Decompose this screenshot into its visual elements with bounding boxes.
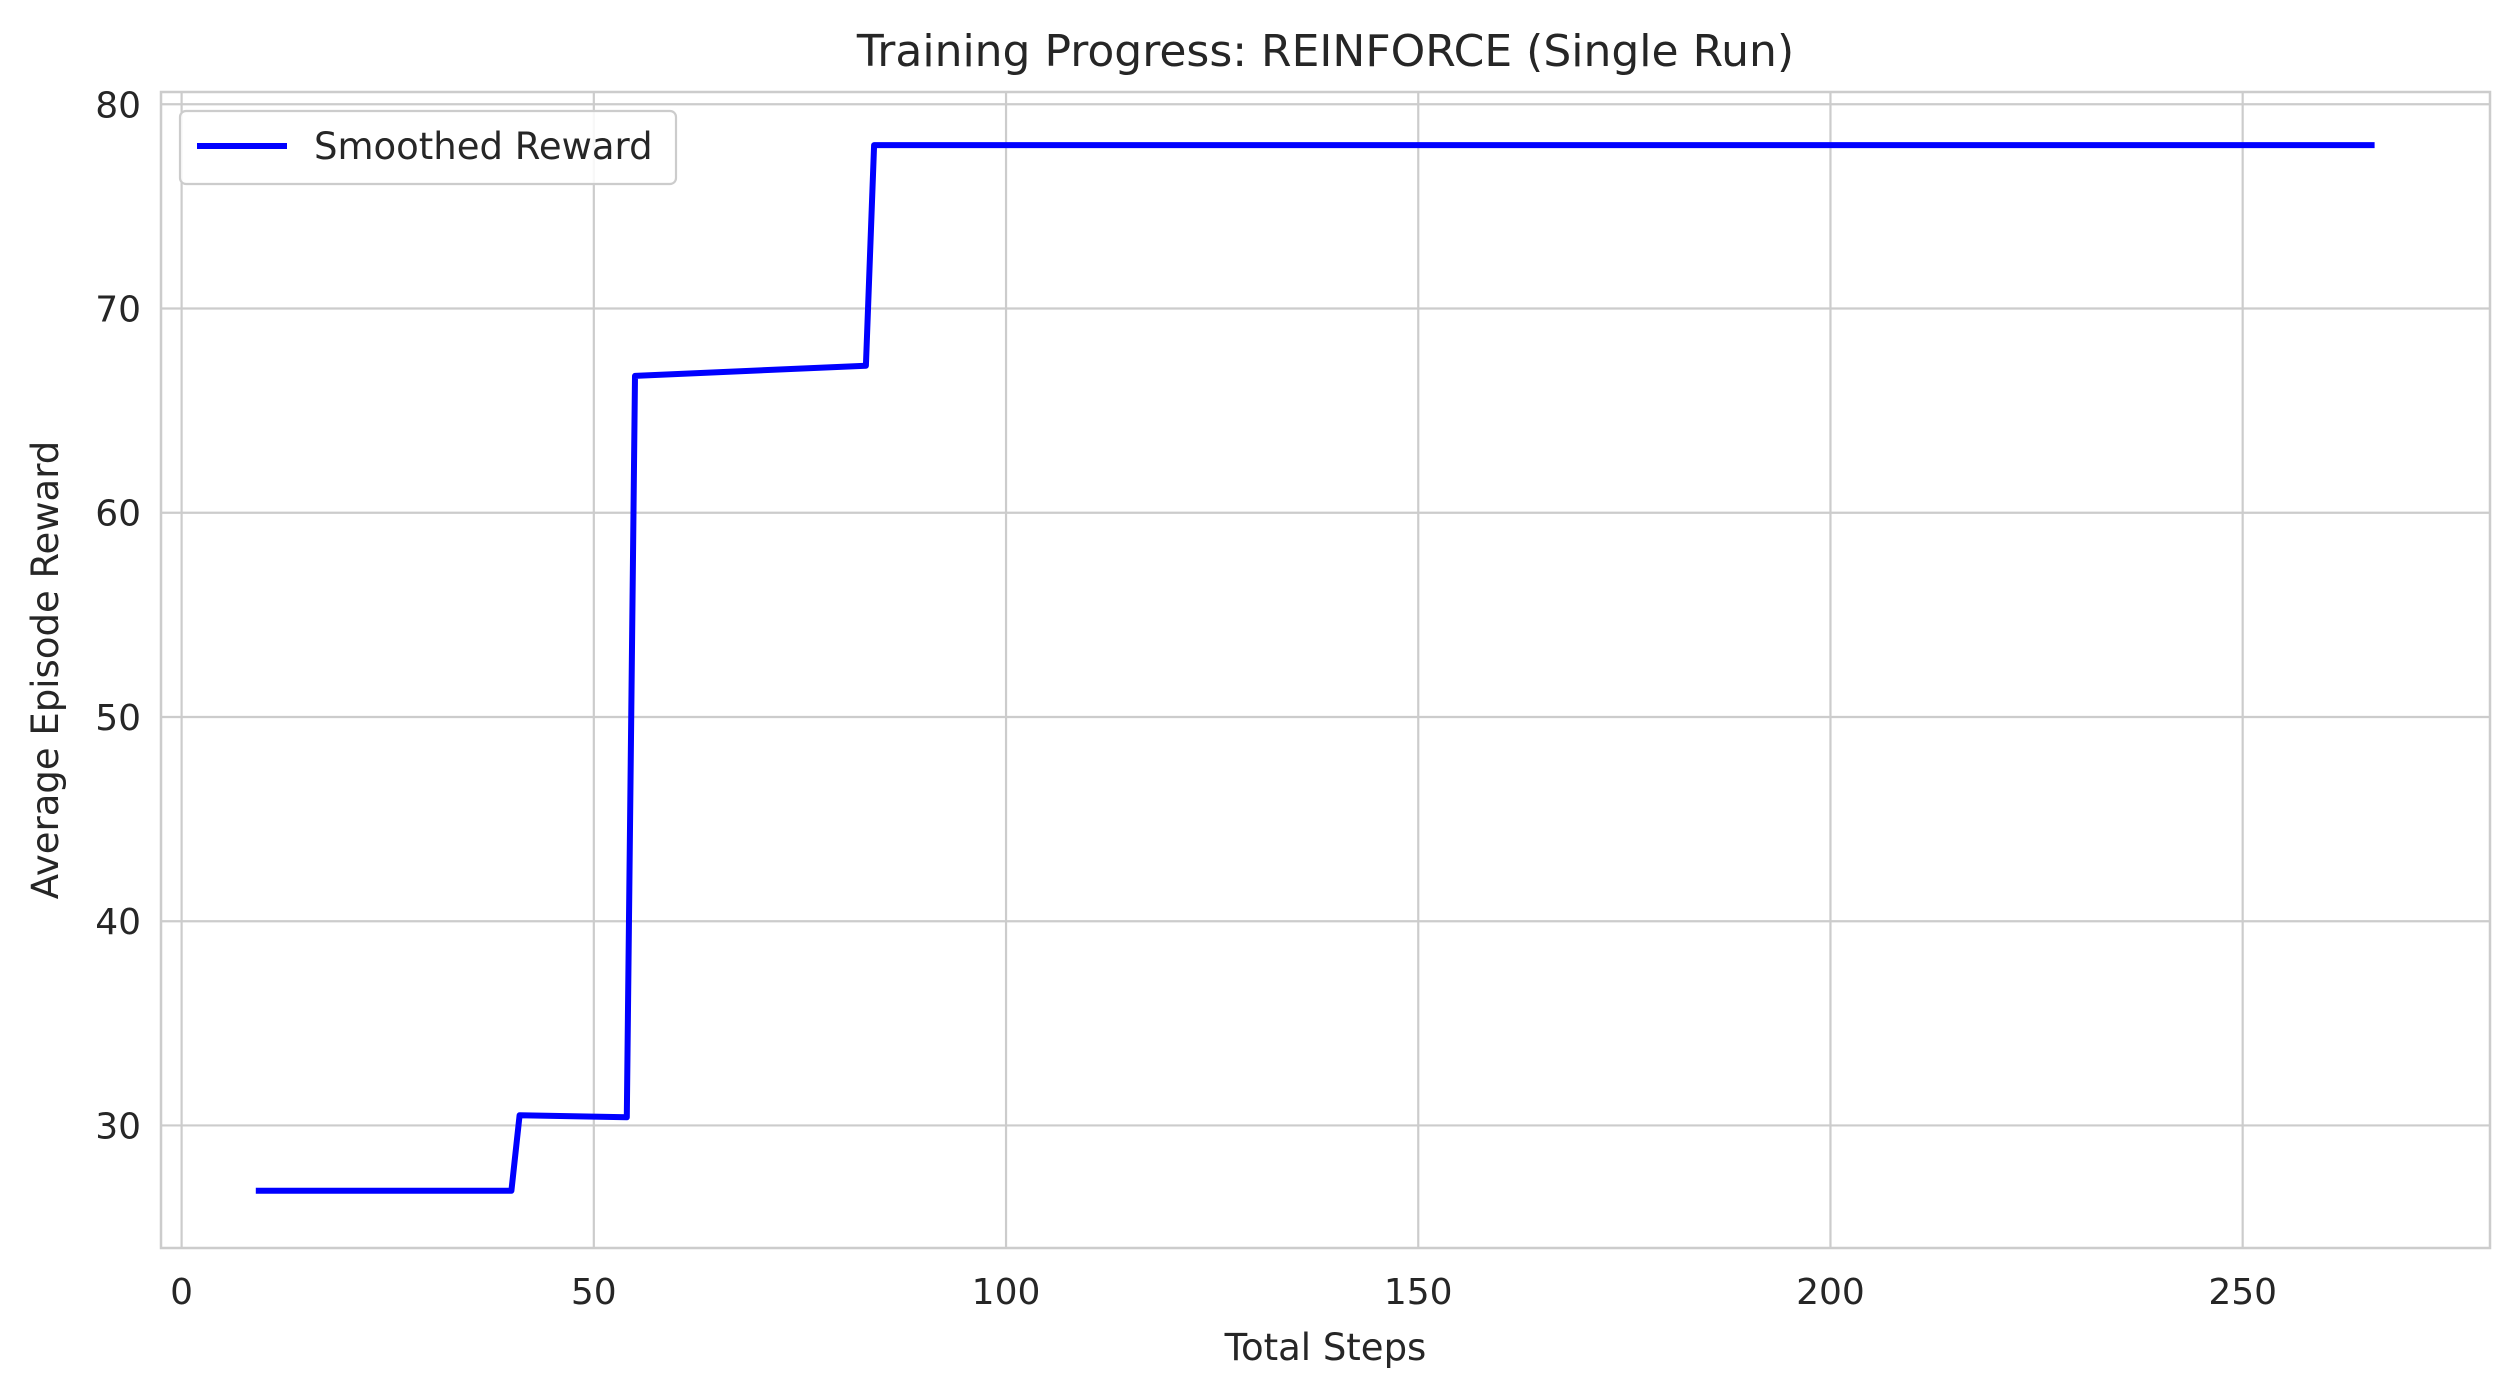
series-line-smoothed-reward: [255, 142, 2375, 1194]
y-tick-label: 80: [95, 85, 141, 126]
y-tick-label: 40: [95, 902, 141, 943]
plot-frame: [159, 90, 2492, 1250]
x-tick-label: 0: [170, 1272, 193, 1313]
x-axis-label: Total Steps: [1224, 1326, 1427, 1369]
y-tick-label: 60: [95, 494, 141, 535]
y-tick-label: 50: [95, 698, 141, 739]
legend: Smoothed Reward: [178, 109, 678, 186]
x-tick-label: 100: [972, 1272, 1041, 1313]
x-tick-labels: 0 50 100 150 200 250: [170, 1272, 2277, 1313]
x-tick-label: 50: [571, 1272, 617, 1313]
series-layer: [255, 142, 2375, 1194]
y-tick-label: 30: [95, 1106, 141, 1147]
x-tick-label: 200: [1796, 1272, 1865, 1313]
x-tick-label: 150: [1384, 1272, 1453, 1313]
y-axis-label: Average Episode Reward: [24, 441, 67, 900]
y-tick-labels: 30 40 50 60 70 80: [95, 85, 141, 1147]
chart-title: Training Progress: REINFORCE (Single Run…: [856, 26, 1794, 77]
y-tick-label: 70: [95, 289, 141, 330]
grid-lines: [161, 92, 2490, 1248]
x-tick-label: 250: [2208, 1272, 2277, 1313]
legend-label-smoothed-reward: Smoothed Reward: [314, 125, 653, 168]
legend-box: [178, 109, 678, 186]
